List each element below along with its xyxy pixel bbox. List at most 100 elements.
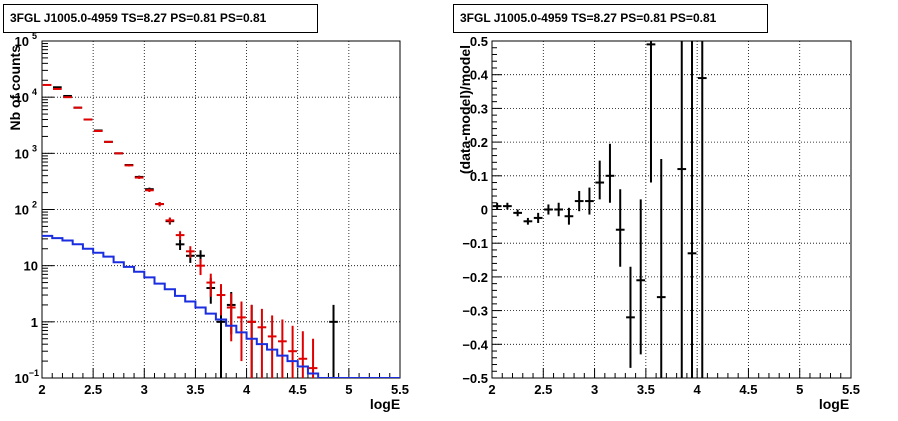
x-tick-label: 2 [488, 382, 495, 397]
y-axis: −0.5 −0.4 −0.3 −0.2 −0.1 0 0.1 0.2 0.3 0.4 0.5(dat… [457, 34, 502, 386]
data-point [237, 301, 246, 362]
x-tick-label: 4.5 [739, 382, 757, 397]
data-point [267, 315, 277, 378]
y-tick-label: −0.3 [462, 304, 488, 319]
y-tick-label: 0.2 [470, 135, 488, 150]
series-1 [492, 41, 707, 378]
data-point [636, 199, 646, 355]
data-point [226, 293, 236, 342]
x-tick-label: 3 [591, 382, 598, 397]
x-tick-label: 4 [694, 382, 702, 397]
y-tick-label: 0 [481, 203, 488, 218]
data-point [492, 202, 502, 210]
chart-panel-1: 3FGL J1005.0-4959 TS=8.27 PS=0.81 PS=0.8… [3, 4, 409, 412]
data-point [52, 87, 62, 90]
data-point [626, 266, 635, 368]
y-tick-label: 10 [15, 90, 29, 105]
x-tick-label: 3 [141, 382, 148, 397]
data-point [697, 41, 707, 378]
x-axis-title: logE [819, 396, 849, 412]
x-tick-label: 2.5 [84, 382, 102, 397]
data-point [42, 83, 52, 86]
x-tick-label: 4 [243, 382, 251, 397]
y-tick-label: 10 [15, 203, 29, 218]
data-point [52, 86, 62, 89]
data-point [185, 246, 195, 258]
data-point [145, 188, 154, 192]
data-point [104, 140, 113, 143]
data-point [93, 129, 103, 132]
x-tick-label: 5 [796, 382, 803, 397]
y-tick-exponent: −1 [29, 368, 39, 378]
series-2 [42, 83, 318, 378]
y-tick-exponent: 3 [32, 143, 37, 153]
data-point [196, 258, 205, 276]
y-axis-title: Nb of counts [7, 45, 23, 131]
data-point [278, 319, 287, 378]
data-point [175, 231, 185, 240]
data-point [155, 201, 164, 207]
data-point [615, 189, 625, 267]
data-point [564, 207, 574, 225]
title-box [453, 4, 768, 33]
y-tick-label: 10 [24, 259, 38, 274]
y-tick-label: 10 [15, 371, 29, 386]
x-tick-label: 3.5 [186, 382, 204, 397]
x-tick-label: 4.5 [289, 382, 307, 397]
chart-title: 3FGL J1005.0-4959 TS=8.27 PS=0.81 PS=0.8… [460, 11, 717, 25]
data-point [298, 331, 308, 378]
x-tick-label: 2 [38, 382, 45, 397]
y-axis-title: (data-model)/model [457, 45, 473, 174]
data-point [503, 202, 512, 210]
y-tick-label: −0.2 [462, 270, 488, 285]
y-tick-label: 0.5 [470, 34, 488, 49]
data-point [513, 209, 523, 217]
data-point [288, 325, 297, 378]
data-point [574, 190, 584, 212]
chart-title: 3FGL J1005.0-4959 TS=8.27 PS=0.81 PS=0.8… [10, 11, 267, 25]
y-tick-label: 0.4 [470, 68, 489, 83]
model-step-line [42, 234, 400, 378]
y-tick-label: 1 [31, 315, 38, 330]
y-tick-label: −0.4 [462, 337, 488, 352]
grid [42, 41, 400, 378]
x-tick-label: 5.5 [842, 382, 860, 397]
x-axis-title: logE [370, 396, 400, 412]
y-tick-label: 10 [15, 34, 29, 49]
x-tick-label: 2.5 [534, 382, 552, 397]
series-3 [42, 234, 400, 378]
plot-area [42, 83, 400, 378]
data-point [216, 284, 226, 316]
x-tick-label: 5 [345, 382, 352, 397]
data-point [308, 338, 318, 378]
chart-panel-2: 3FGL J1005.0-4959 TS=8.27 PS=0.81 PS=0.8… [453, 4, 860, 412]
title-box [3, 4, 318, 33]
y-tick-exponent: 2 [32, 200, 37, 210]
data-point [687, 41, 697, 378]
data-point [656, 158, 666, 378]
data-point [175, 239, 185, 251]
data-point [585, 187, 594, 215]
data-point [677, 41, 687, 378]
data-point [523, 217, 533, 225]
data-point [554, 202, 564, 217]
data-point [83, 118, 93, 121]
y-tick-exponent: 4 [32, 87, 37, 97]
data-point [63, 96, 72, 99]
y-tick-label: −0.1 [462, 236, 488, 251]
data-point [329, 304, 338, 378]
plot-area [492, 41, 707, 378]
data-point [247, 304, 257, 378]
y-tick-label: 0.3 [470, 101, 488, 116]
data-point [165, 217, 175, 224]
data-point [605, 143, 615, 203]
y-tick-label: 0.1 [470, 169, 488, 184]
y-tick-label: −0.5 [462, 371, 488, 386]
x-tick-label: 5.5 [391, 382, 409, 397]
y-tick-exponent: 5 [32, 31, 37, 41]
data-point [533, 212, 543, 223]
